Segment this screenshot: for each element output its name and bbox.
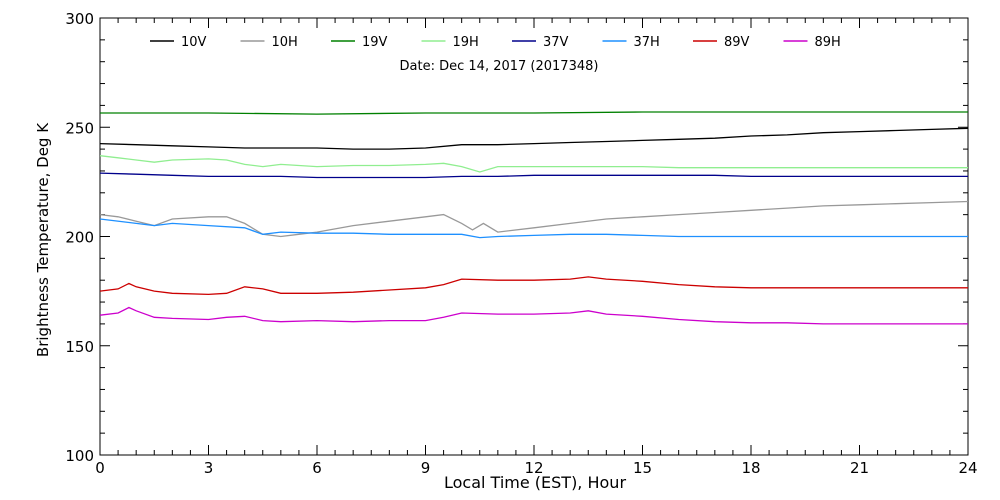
- x-tick-label: 0: [95, 459, 105, 477]
- chart-title: Date: Dec 14, 2017 (2017348): [400, 59, 599, 74]
- series-line-19h: [99, 155, 968, 173]
- series-line-37h: [99, 218, 968, 239]
- legend: 10V 10H 19V 19H 37V 37H 89V 89H: [150, 35, 841, 50]
- legend-label-19h: 19H: [453, 35, 479, 50]
- series-line-10h: [99, 200, 969, 238]
- y-tick-label: 250: [65, 119, 94, 137]
- series-line-10v: [99, 127, 969, 150]
- x-axis-label: Local Time (EST), Hour: [444, 473, 626, 492]
- x-tick-label: 9: [421, 459, 431, 477]
- series-line-89v: [99, 276, 968, 296]
- x-tick-label: 15: [633, 459, 652, 477]
- x-tick-label: 3: [204, 459, 214, 477]
- legend-label-37v: 37V: [543, 35, 569, 50]
- x-tick-label: 12: [524, 459, 543, 477]
- legend-label-37h: 37H: [634, 35, 660, 50]
- tick-labels: 0 3 6 9 12 15 18 21 24 100 150 200 250 300: [65, 10, 977, 477]
- series-line-19v: [100, 111, 968, 115]
- series-line-89h: [99, 306, 968, 325]
- series-line-37v: [99, 172, 968, 179]
- legend-label-19v: 19V: [362, 35, 388, 50]
- y-axis-label: Brightness Temperature, Deg K: [34, 122, 52, 357]
- x-tick-label: 21: [850, 459, 869, 477]
- y-tick-label: 100: [65, 447, 94, 465]
- legend-label-10h: 10H: [272, 35, 298, 50]
- y-tick-label: 300: [65, 10, 94, 28]
- y-tick-label: 200: [65, 229, 94, 247]
- x-tick-label: 18: [741, 459, 760, 477]
- y-tick-label: 150: [65, 338, 94, 356]
- series-lines: [99, 111, 969, 325]
- x-tick-label: 6: [312, 459, 322, 477]
- legend-label-10v: 10V: [181, 35, 207, 50]
- legend-label-89v: 89V: [724, 35, 750, 50]
- x-tick-label: 24: [958, 459, 977, 477]
- legend-label-89h: 89H: [815, 35, 841, 50]
